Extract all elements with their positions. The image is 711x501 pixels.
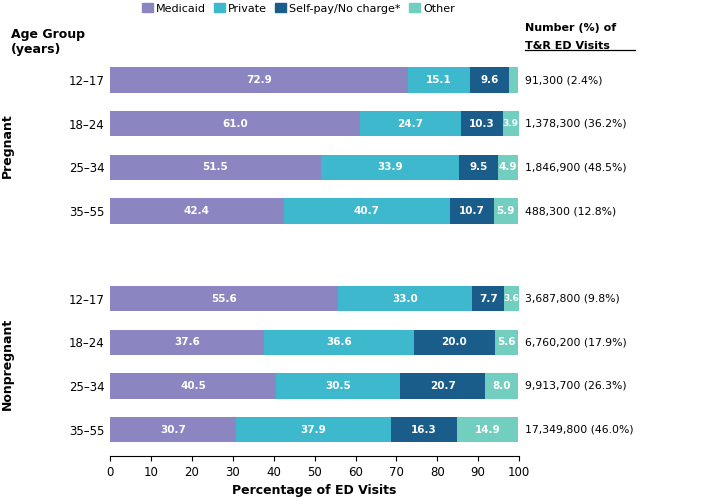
Bar xyxy=(110,198,284,224)
Text: 14.9: 14.9 xyxy=(475,425,501,435)
Bar xyxy=(284,198,450,224)
Text: Pregnant: Pregnant xyxy=(1,113,14,178)
Bar xyxy=(110,286,338,311)
Bar xyxy=(236,417,390,442)
Text: 20.0: 20.0 xyxy=(442,337,467,347)
Text: 33.9: 33.9 xyxy=(378,162,403,172)
Text: 37.9: 37.9 xyxy=(300,425,326,435)
Text: 36.6: 36.6 xyxy=(326,337,352,347)
Text: T&R ED Visits: T&R ED Visits xyxy=(525,41,609,51)
Bar xyxy=(485,373,518,399)
Bar xyxy=(360,111,461,136)
Bar xyxy=(110,67,408,93)
Bar xyxy=(472,286,504,311)
Text: Age Group
(years): Age Group (years) xyxy=(11,28,85,56)
Bar xyxy=(264,330,414,355)
Text: 55.6: 55.6 xyxy=(211,294,237,304)
X-axis label: Percentage of ED Visits: Percentage of ED Visits xyxy=(232,484,397,497)
Text: Number (%) of: Number (%) of xyxy=(525,23,616,33)
Bar xyxy=(110,417,236,442)
Text: 7.7: 7.7 xyxy=(479,294,498,304)
Text: Nonpregnant: Nonpregnant xyxy=(1,318,14,410)
Bar xyxy=(457,417,518,442)
Text: 33.0: 33.0 xyxy=(392,294,418,304)
Bar xyxy=(414,330,496,355)
Bar xyxy=(408,67,470,93)
Legend: Medicaid, Private, Self-pay/No charge*, Other: Medicaid, Private, Self-pay/No charge*, … xyxy=(141,4,455,14)
Bar xyxy=(461,111,503,136)
Bar xyxy=(504,286,518,311)
Text: 9,913,700 (26.3%): 9,913,700 (26.3%) xyxy=(525,381,626,391)
Bar xyxy=(450,198,493,224)
Bar xyxy=(110,155,321,180)
Bar xyxy=(110,373,276,399)
Text: 5.9: 5.9 xyxy=(496,206,515,216)
Text: 61.0: 61.0 xyxy=(222,119,247,129)
Bar xyxy=(400,373,485,399)
Bar xyxy=(321,155,459,180)
Text: 3.6: 3.6 xyxy=(503,294,519,303)
Text: 40.5: 40.5 xyxy=(180,381,206,391)
Text: 17,349,800 (46.0%): 17,349,800 (46.0%) xyxy=(525,425,634,435)
Bar xyxy=(498,155,518,180)
Bar xyxy=(110,330,264,355)
Text: 16.3: 16.3 xyxy=(411,425,437,435)
Bar xyxy=(459,155,498,180)
Bar xyxy=(493,198,518,224)
Bar xyxy=(390,417,457,442)
Bar xyxy=(470,67,509,93)
Text: 51.5: 51.5 xyxy=(203,162,228,172)
Bar xyxy=(496,330,518,355)
Text: 1,378,300 (36.2%): 1,378,300 (36.2%) xyxy=(525,119,626,129)
Bar xyxy=(509,67,518,93)
Text: 72.9: 72.9 xyxy=(246,75,272,85)
Text: 10.7: 10.7 xyxy=(459,206,485,216)
Text: 37.6: 37.6 xyxy=(174,337,200,347)
Text: 8.0: 8.0 xyxy=(492,381,510,391)
Text: 5.6: 5.6 xyxy=(498,337,516,347)
Text: 24.7: 24.7 xyxy=(397,119,423,129)
Text: 91,300 (2.4%): 91,300 (2.4%) xyxy=(525,75,602,85)
Bar xyxy=(338,286,472,311)
Text: 3,687,800 (9.8%): 3,687,800 (9.8%) xyxy=(525,294,619,304)
Text: 9.6: 9.6 xyxy=(481,75,499,85)
Text: 6,760,200 (17.9%): 6,760,200 (17.9%) xyxy=(525,337,626,347)
Bar xyxy=(110,111,360,136)
Text: 10.3: 10.3 xyxy=(469,119,494,129)
Text: 488,300 (12.8%): 488,300 (12.8%) xyxy=(525,206,616,216)
Text: 30.5: 30.5 xyxy=(325,381,351,391)
Text: 30.7: 30.7 xyxy=(160,425,186,435)
Text: 3.9: 3.9 xyxy=(503,119,518,128)
Bar xyxy=(503,111,518,136)
Text: 9.5: 9.5 xyxy=(469,162,488,172)
Text: 1,846,900 (48.5%): 1,846,900 (48.5%) xyxy=(525,162,626,172)
Text: 4.9: 4.9 xyxy=(499,162,518,172)
Text: 20.7: 20.7 xyxy=(430,381,456,391)
Bar xyxy=(276,373,400,399)
Text: 42.4: 42.4 xyxy=(184,206,210,216)
Text: 40.7: 40.7 xyxy=(354,206,380,216)
Text: 15.1: 15.1 xyxy=(426,75,452,85)
